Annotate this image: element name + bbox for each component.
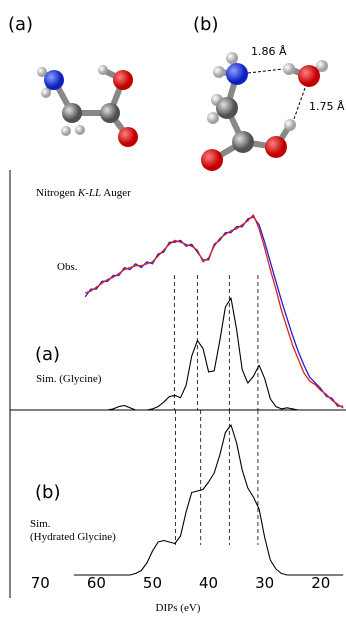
x-tick-label: 40 (199, 574, 218, 592)
series-label: Sim. (Glycine) (36, 373, 102, 385)
figure: (a) (b) 1.86 Å 1.75 Å Nitrogen K-LL Auge… (0, 0, 346, 619)
x-axis-label: DIPs (eV) (156, 602, 201, 614)
x-tick-label: 70 (31, 574, 50, 592)
molecule-a (37, 65, 138, 147)
page: (a) (b) 1.86 Å 1.75 Å Nitrogen K-LL Auge… (0, 0, 346, 619)
title-part: Nitrogen (36, 187, 78, 199)
distance-label: 1.86 Å (251, 45, 287, 58)
series-label: (Hydrated Glycine) (30, 531, 116, 543)
hbonds (248, 69, 305, 119)
panel-label: (a) (35, 344, 60, 365)
chart-title: Nitrogen K-LL Auger (36, 187, 131, 199)
molecule-label: (b) (193, 14, 218, 35)
series-label: Obs. (57, 261, 78, 273)
panel-label: (b) (35, 482, 60, 503)
series-line (74, 298, 343, 410)
title-part: Auger (101, 187, 131, 199)
x-tick-label: 50 (143, 574, 162, 592)
molecule-label: (a) (8, 14, 33, 35)
series-label: Sim. (30, 518, 51, 530)
distance-label: 1.75 Å (309, 100, 345, 113)
series-line (74, 425, 343, 575)
title-part: K-LL (77, 187, 101, 199)
x-tick-label: 20 (311, 574, 330, 592)
x-tick-label: 60 (87, 574, 106, 592)
x-tick-label: 30 (255, 574, 274, 592)
